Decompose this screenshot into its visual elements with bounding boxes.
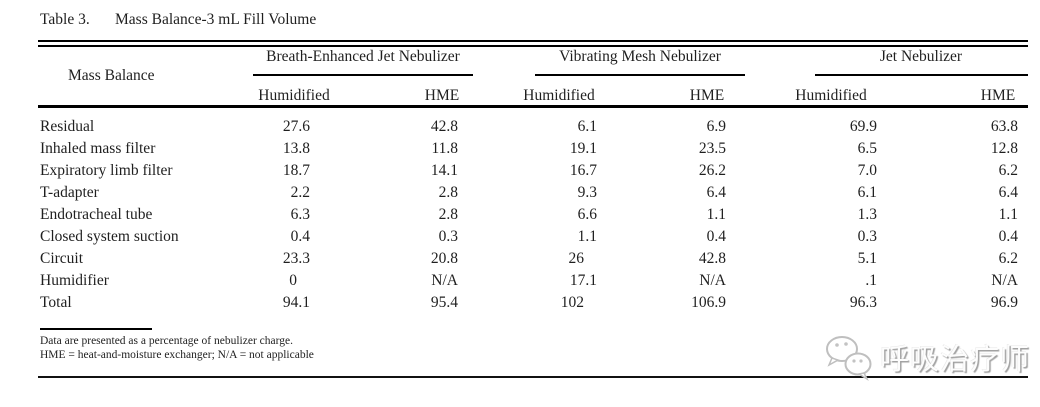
subheader-group1-hme: HME (424, 87, 460, 104)
table-number: Table 3. (40, 11, 90, 28)
table-cell: 1.1 (998, 206, 1018, 223)
row-label: Humidifier (40, 272, 109, 289)
table-cell: 0.3 (857, 228, 877, 245)
table-top-double-rule (38, 40, 1028, 47)
table-cell: 42.8 (698, 250, 726, 267)
table-cell: 106.9 (691, 294, 726, 311)
table-row: Inhaled mass filter 13.8 11.8 19.1 23.5 6.5 12… (0, 140, 1040, 162)
table-cell: 1.1 (577, 228, 597, 245)
table-cell: 96.9 (990, 294, 1018, 311)
row-label: Endotracheal tube (40, 206, 153, 223)
table-cell: 6.5 (857, 140, 877, 157)
table-row: Residual 27.6 42.8 6.1 6.9 69.9 63.8 (0, 118, 1040, 140)
table-cell: N/A (991, 272, 1018, 289)
table-cell: 2.8 (438, 184, 458, 201)
group-header-vibrating-mesh-nebulizer: Vibrating Mesh Nebulizer (559, 48, 721, 65)
footnote-data-note: Data are presented as a percentage of ne… (40, 335, 293, 347)
table-cell: 1.1 (706, 206, 726, 223)
table-cell: 16.7 (569, 162, 597, 179)
table-cell: 102 (560, 294, 584, 311)
table-cell: 69.9 (849, 118, 877, 135)
table-cell: 5.1 (857, 250, 877, 267)
footnote-abbreviations: HME = heat-and-moisture exchanger; N/A =… (40, 349, 314, 361)
table-row: Circuit 23.3 20.8 26 42.8 5.1 6.2 (0, 250, 1040, 272)
table-cell: 12.8 (990, 140, 1018, 157)
row-label: Circuit (40, 250, 84, 267)
footnote-separator-rule (40, 328, 152, 330)
table-row: Expiratory limb filter 18.7 14.1 16.7 26.2 7.… (0, 162, 1040, 184)
row-label: Inhaled mass filter (40, 140, 156, 157)
row-label: Expiratory limb filter (40, 162, 173, 179)
table-cell: N/A (431, 272, 458, 289)
table-cell: 11.8 (431, 140, 458, 157)
table-cell: 42.8 (430, 118, 458, 135)
table-cell: 6.3 (290, 206, 310, 223)
table-row: T-adapter 2.2 2.8 9.3 6.4 6.1 6.4 (0, 184, 1040, 206)
table-bottom-rule (38, 376, 1028, 378)
subheader-group2-hme: HME (689, 87, 725, 104)
table-cell: 95.4 (430, 294, 458, 311)
table-cell: 17.1 (569, 272, 597, 289)
table-cell: 27.6 (282, 118, 310, 135)
stub-column-header: Mass Balance (68, 67, 155, 84)
group-header-breath-enhanced-jet-nebulizer: Breath-Enhanced Jet Nebulizer (266, 48, 460, 65)
table-cell: 7.0 (857, 162, 877, 179)
table-cell: 1.3 (857, 206, 877, 223)
subheader-group1-humidified: Humidified (258, 87, 330, 104)
table-cell: 20.8 (430, 250, 458, 267)
table-cell: 0.4 (998, 228, 1018, 245)
row-label: Total (40, 294, 72, 311)
watermark: 呼吸治疗师 (822, 331, 1037, 383)
table-cell: 26.2 (698, 162, 726, 179)
table-cell: 26 (568, 250, 585, 267)
table-cell: 6.1 (857, 184, 877, 201)
table-cell: 9.3 (577, 184, 597, 201)
table-cell: 6.6 (577, 206, 597, 223)
table-cell: 19.1 (569, 140, 597, 157)
row-label: Closed system suction (40, 228, 179, 245)
row-label: T-adapter (40, 184, 99, 201)
table-cell: 6.4 (998, 184, 1018, 201)
table-cell: 2.2 (290, 184, 310, 201)
subheader-group2-humidified: Humidified (523, 87, 595, 104)
table-row: Total 94.1 95.4 102 106.9 96.3 96.9 (0, 294, 1040, 316)
table-cell: 94.1 (282, 294, 310, 311)
table-cell: 6.1 (577, 118, 597, 135)
watermark-text: 呼吸治疗师 (880, 344, 1031, 376)
table-cell: 63.8 (990, 118, 1018, 135)
row-label: Residual (40, 118, 95, 135)
group-header-jet-nebulizer: Jet Nebulizer (879, 48, 963, 65)
table-cell: 6.2 (998, 250, 1018, 267)
table-cell: 6.2 (998, 162, 1018, 179)
spanner-rule-group3 (815, 74, 1028, 76)
table-cell: 0 (289, 272, 297, 289)
table-title: Mass Balance-3 mL Fill Volume (115, 11, 317, 28)
table-cell: 2.8 (438, 206, 458, 223)
table-cell: 0.4 (706, 228, 726, 245)
subheader-group3-humidified: Humidified (795, 87, 867, 104)
table-cell: 13.8 (282, 140, 310, 157)
table-cell: 14.1 (430, 162, 458, 179)
table-cell: 6.9 (706, 118, 726, 135)
table-cell: 6.4 (706, 184, 726, 201)
spanner-rule-group2 (535, 74, 745, 76)
table-cell: 18.7 (282, 162, 310, 179)
header-bottom-rule (38, 105, 1028, 108)
table-row: Endotracheal tube 6.3 2.8 6.6 1.1 1.3 1.1 (0, 206, 1040, 228)
table-cell: .1 (865, 272, 877, 289)
table-cell: N/A (699, 272, 726, 289)
table-cell: 0.3 (438, 228, 458, 245)
table-row: Humidifier 0 N/A 17.1 N/A .1 N/A (0, 272, 1040, 294)
table-cell: 23.5 (698, 140, 726, 157)
table-cell: 0.4 (290, 228, 310, 245)
wechat-chat-bubbles-icon (826, 336, 872, 382)
table-cell: 96.3 (849, 294, 877, 311)
table-cell: 23.3 (282, 250, 310, 267)
spanner-rule-group1 (253, 74, 473, 76)
subheader-group3-hme: HME (980, 87, 1016, 104)
table-row: Closed system suction 0.4 0.3 1.1 0.4 0.3 0.4 (0, 228, 1040, 250)
